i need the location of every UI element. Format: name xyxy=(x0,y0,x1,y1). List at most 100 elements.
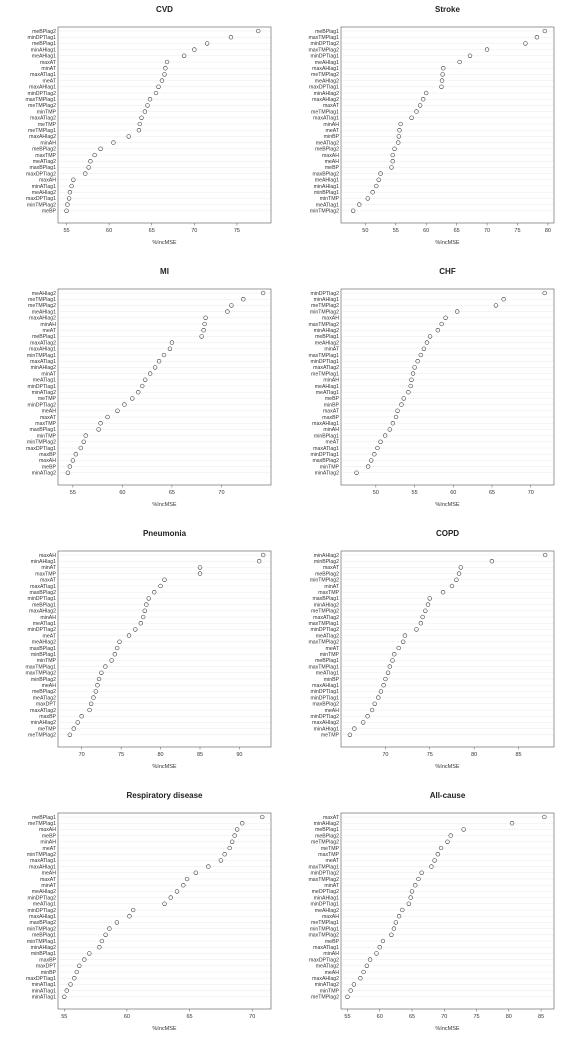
importance-point xyxy=(159,78,165,83)
importance-point xyxy=(97,945,102,950)
importance-point xyxy=(361,969,366,975)
plot-frame xyxy=(57,550,272,748)
variable-label: maxATlag1 xyxy=(313,446,339,452)
variable-label: minTMPlag2 xyxy=(310,209,339,215)
panel-title: Respiratory disease xyxy=(126,791,203,800)
importance-point xyxy=(256,559,262,564)
importance-point xyxy=(139,115,144,120)
variable-label: meATlag1 xyxy=(316,202,339,208)
importance-point xyxy=(88,701,94,706)
variable-label: maxDPTlag2 xyxy=(309,957,339,963)
importance-point xyxy=(409,115,414,120)
importance-point xyxy=(424,340,430,345)
importance-point xyxy=(440,72,445,77)
variable-label: meTMPlag2 xyxy=(311,840,339,846)
variable-label: meTMPlag1 xyxy=(28,128,56,134)
importance-point xyxy=(86,165,91,170)
variable-label: minBPlag1 xyxy=(31,951,56,957)
variable-label: maxAHlag2 xyxy=(312,976,339,982)
importance-point xyxy=(396,134,401,139)
importance-point xyxy=(409,377,414,382)
panel-title: MI xyxy=(160,267,169,276)
importance-point xyxy=(225,309,230,314)
variable-label: maxBPlag2 xyxy=(29,920,56,926)
variable-label: maxAHlag1 xyxy=(29,347,56,353)
panel-copd: COPDminAHlag2minBPlag2maxATmeBPlag2minTM… xyxy=(308,529,555,770)
importance-point xyxy=(372,701,377,706)
importance-point xyxy=(392,652,397,657)
variable-label: maxBPlag1 xyxy=(29,427,56,433)
x-tick-label: 65 xyxy=(149,228,155,234)
variable-label: maxATlag2 xyxy=(313,615,339,621)
variable-label: meATlag2 xyxy=(33,695,56,701)
importance-point xyxy=(357,202,362,207)
variable-label: minBPlag1 xyxy=(314,190,339,196)
variable-label: maxAHlag1 xyxy=(29,864,56,870)
variable-label: minAT xyxy=(41,371,56,377)
variable-label: minAHlag1 xyxy=(314,297,339,303)
variable-label: meBPlag2 xyxy=(32,689,56,695)
variable-label: maxTMPlag1 xyxy=(25,97,56,103)
importance-point xyxy=(398,121,403,127)
importance-point xyxy=(71,726,76,731)
variable-label: meATlag1 xyxy=(316,390,339,396)
variable-label: meAT xyxy=(326,128,340,134)
importance-point xyxy=(421,346,427,351)
variable-label: minBP xyxy=(324,677,340,683)
importance-point xyxy=(181,53,187,58)
variable-label: minDPTlag1 xyxy=(310,695,339,701)
x-tick-label: 60 xyxy=(450,490,456,496)
variable-label: minAHlag2 xyxy=(31,945,56,951)
variable-label: maxATlag2 xyxy=(30,116,56,122)
variable-label: maxTMPlag2 xyxy=(308,640,339,646)
importance-point xyxy=(218,858,224,863)
x-tick-label: 55 xyxy=(63,228,69,234)
importance-point xyxy=(376,177,381,182)
variable-label: minBP xyxy=(41,970,57,976)
variable-label: meBPlag2 xyxy=(32,29,56,35)
x-tick-label: 85 xyxy=(538,1014,544,1020)
variable-label: maxTMPlag2 xyxy=(25,671,56,677)
variable-label: meAT xyxy=(43,78,57,84)
importance-point xyxy=(348,988,353,993)
importance-point xyxy=(542,28,548,34)
importance-point xyxy=(542,290,547,296)
x-tick-label: 65 xyxy=(454,228,460,234)
variable-label: meTMPlag2 xyxy=(311,609,339,615)
variable-label: maxAT xyxy=(323,815,340,821)
importance-point xyxy=(432,858,437,863)
importance-point xyxy=(351,982,357,987)
variable-label: maxAHlag2 xyxy=(29,134,56,140)
importance-point xyxy=(96,676,102,682)
importance-point xyxy=(103,932,108,937)
importance-point xyxy=(126,134,131,139)
variable-label: minDPTlag1 xyxy=(27,35,56,41)
importance-point xyxy=(364,963,369,968)
variable-label: maxAT xyxy=(40,60,57,66)
panel-all-cause: All-causemaxATminAHlag2meBPlag1meBPlag2m… xyxy=(308,791,555,1032)
x-tick-label: 70 xyxy=(441,1014,447,1020)
variable-label: maxAH xyxy=(39,553,56,559)
x-tick-label: 60 xyxy=(119,490,125,496)
x-tick-label: 80 xyxy=(545,228,551,234)
variable-label: minDPTlag2 xyxy=(310,41,339,47)
x-axis-label: %IncMSE xyxy=(435,240,459,246)
importance-point xyxy=(140,383,145,389)
importance-point xyxy=(163,66,168,71)
variable-label: meBPlag1 xyxy=(32,41,56,47)
variable-label: maxTMP xyxy=(318,590,339,596)
variable-label: minAHlag2 xyxy=(314,821,339,827)
importance-point xyxy=(376,695,381,700)
variable-label: minATlag1 xyxy=(32,988,57,994)
importance-point xyxy=(162,72,167,77)
importance-point xyxy=(168,895,173,900)
x-tick-label: 55 xyxy=(344,1014,350,1020)
variable-label: maxAHlag1 xyxy=(312,683,339,689)
importance-point xyxy=(114,645,120,651)
importance-point xyxy=(489,559,495,564)
importance-point xyxy=(381,683,386,688)
importance-point xyxy=(484,47,490,52)
variable-label: minDPTlag2 xyxy=(310,291,339,297)
variable-label: meAHlag2 xyxy=(32,190,56,196)
importance-point xyxy=(378,171,383,176)
